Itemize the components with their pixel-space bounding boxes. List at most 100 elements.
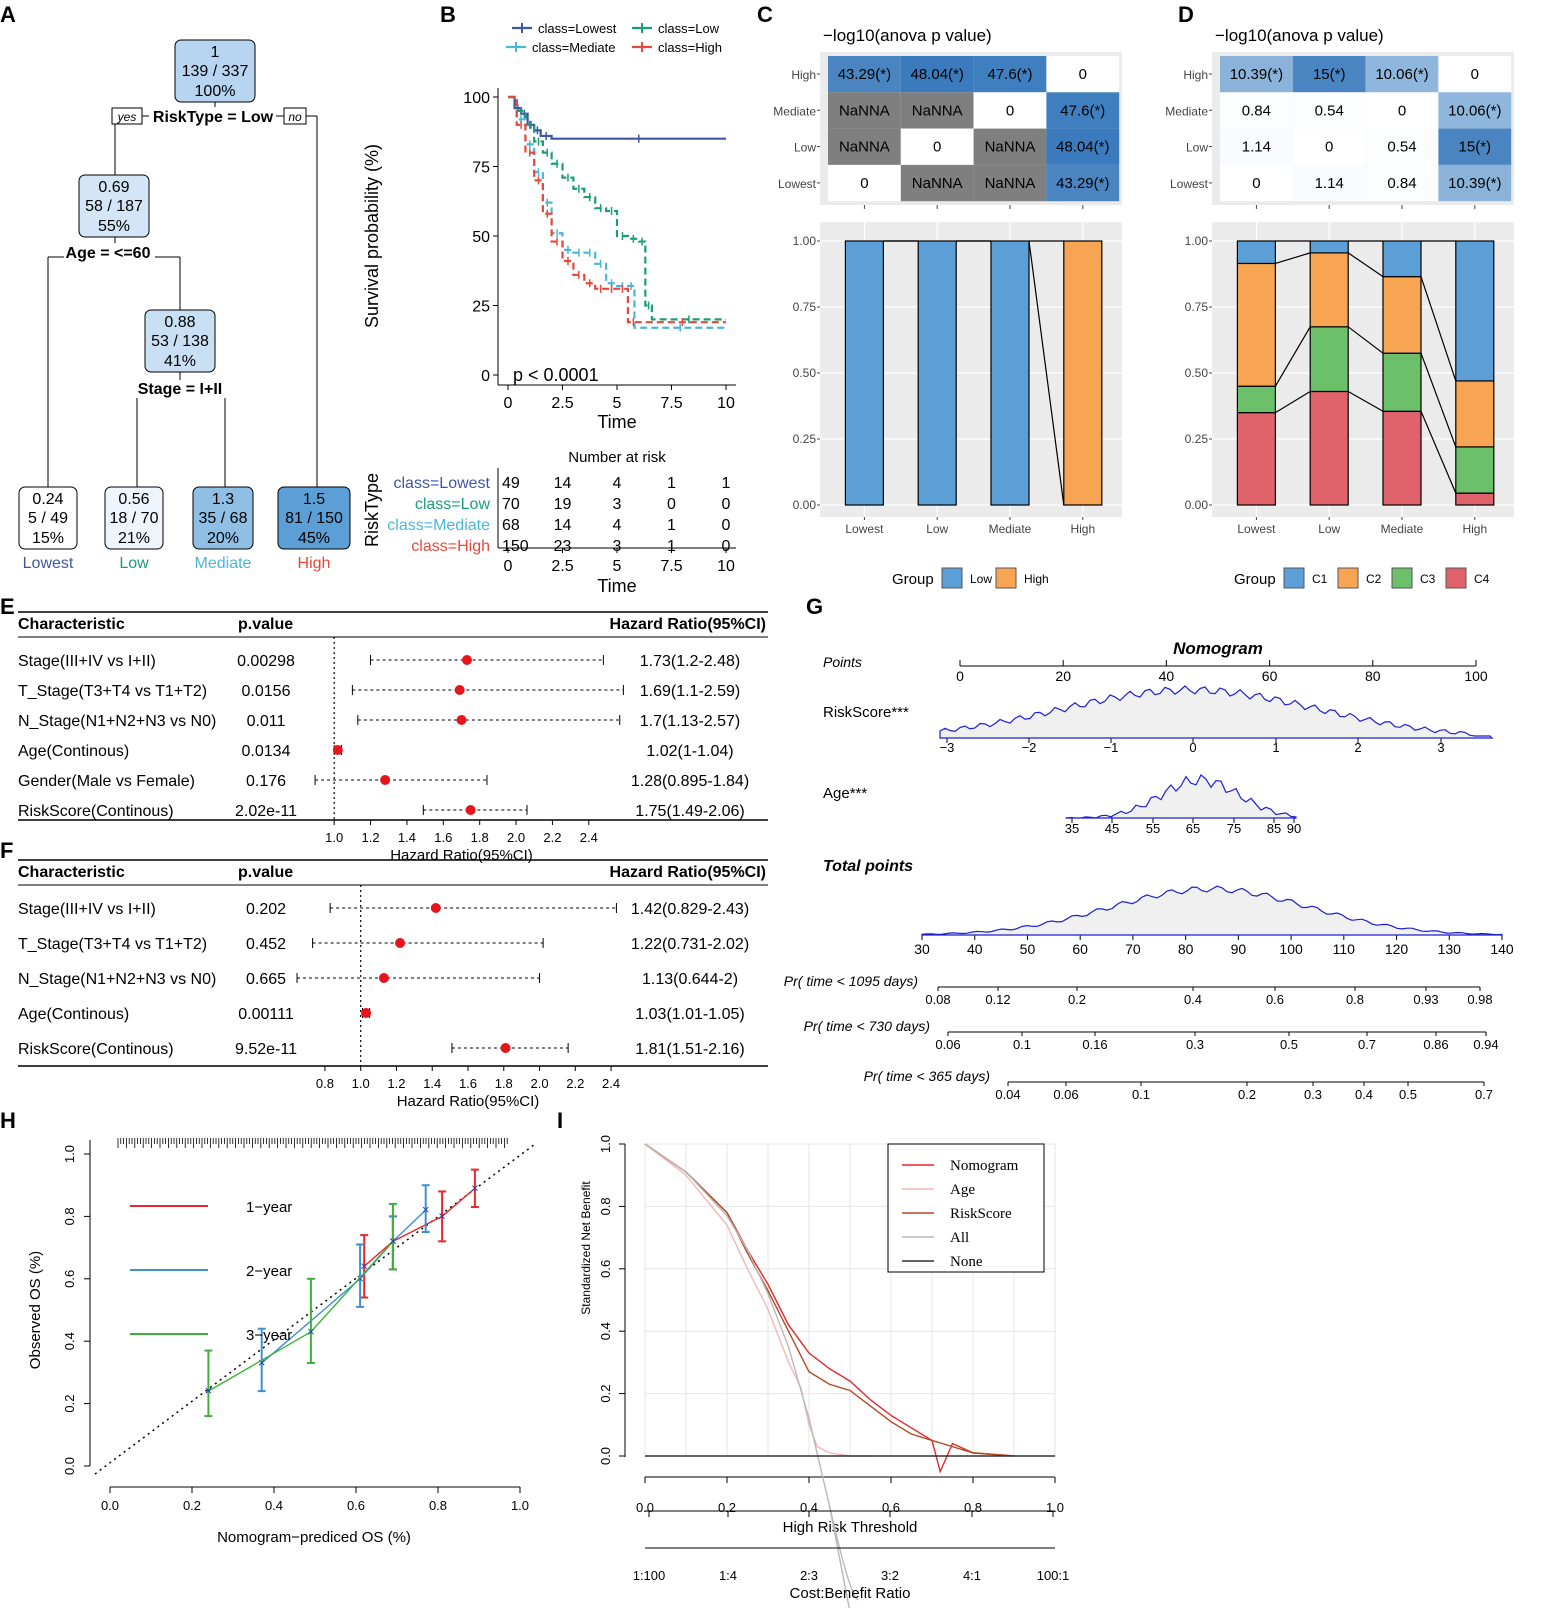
risk-x-label: Time <box>597 576 636 596</box>
risk-count: 4 <box>613 475 622 492</box>
heatmap-cell-value: 10.06(*) <box>1375 66 1428 83</box>
cal-point: × <box>471 1180 479 1195</box>
bar-legend-label: C3 <box>1420 572 1436 586</box>
km-pvalue: p < 0.0001 <box>513 365 599 385</box>
bar-x-tick-label: Mediate <box>1381 522 1424 536</box>
dca-cb-tick-label: 2:3 <box>800 1568 818 1583</box>
km-legend-label: class=Lowest <box>538 21 617 36</box>
heatmap-cell-value: 47.6(*) <box>1060 102 1105 119</box>
risk-x-tick-label: 0 <box>504 558 513 575</box>
cal-point: × <box>205 1383 213 1398</box>
forest-hr-text: 1.75(1.49-2.06) <box>635 803 744 820</box>
nomogram-points-label: Points <box>823 654 862 670</box>
forest-row-label: Age(Continous) <box>18 1006 129 1023</box>
nomogram-riskscore-tick-label: −2 <box>1022 740 1037 755</box>
yes-label: yes <box>117 110 137 124</box>
nomogram-total-tick-label: 100 <box>1279 941 1303 957</box>
km-curve-high <box>508 95 726 324</box>
nomogram-riskscore-density <box>939 685 1494 739</box>
heatmap-cell-value: 0 <box>1471 66 1479 83</box>
split-label: RiskType = Low <box>153 109 274 126</box>
forest-x-label: Hazard Ratio(95%CI) <box>397 1093 540 1110</box>
bar-connector <box>1420 352 1457 448</box>
cal-y-tick-label: 1.0 <box>62 1145 77 1163</box>
nomogram-pr-label: Pr( time < 365 days) <box>864 1068 990 1084</box>
forest-hr-text: 1.28(0.895-1.84) <box>631 773 749 790</box>
bar-y-tick-label: 0.25 <box>1185 432 1209 446</box>
tree-node-percent: 55% <box>98 218 130 235</box>
heatmap-cell <box>1438 164 1512 202</box>
cal-point: × <box>422 1202 430 1217</box>
forest-hr-text: 1.69(1.1-2.59) <box>640 683 741 700</box>
panel-label-h: H <box>0 1108 16 1133</box>
heatmap-cell <box>1292 92 1366 129</box>
heatmap-cell <box>973 164 1047 202</box>
risk-count: 49 <box>502 475 520 492</box>
nomogram-total-label: Total points <box>823 858 913 875</box>
bar-legend-swatch <box>995 567 1017 589</box>
panel-label-b: B <box>440 2 456 27</box>
bar-segment-c2 <box>1309 252 1349 328</box>
heatmap-cell-value: NaNNA <box>912 102 963 119</box>
bar-x-tick-label: Low <box>1318 522 1340 536</box>
cal-x-label: Nomogram−prediced OS (%) <box>217 1529 411 1546</box>
bar-legend-swatch <box>1337 567 1359 589</box>
km-x-tick-label: 10 <box>717 395 735 412</box>
forest-row-label: T_Stage(T3+T4 vs T1+T2) <box>18 936 207 953</box>
panel-d-heatmap-bars: −log10(anova p value) High 10.39(*) 15(*) 10… <box>1165 26 1514 589</box>
bar-segment-c1 <box>1309 240 1349 254</box>
forest-x-tick-label: 1.4 <box>398 830 416 845</box>
split-label-bg <box>64 243 155 261</box>
cal-x-tick-label: 0.8 <box>429 1498 447 1513</box>
cal-point: × <box>307 1324 315 1339</box>
heatmap-cell <box>1220 128 1293 165</box>
forest-point <box>430 903 441 913</box>
nomogram-pr-tick-label: 0.94 <box>1473 1037 1498 1052</box>
cal-legend-label: 2−year <box>246 1263 292 1280</box>
bar-segment-low <box>917 240 957 506</box>
forest-point <box>395 938 406 948</box>
nomogram-pr-tick-label: 0.08 <box>925 992 950 1007</box>
nomogram-pr-label: Pr( time < 1095 days) <box>784 973 918 989</box>
risk-row-label: class=Low <box>415 496 491 513</box>
km-y-tick-label: 25 <box>472 299 490 316</box>
heatmap-title: −log10(anova p value) <box>1215 26 1384 45</box>
nomogram-total-tick-label: 110 <box>1333 941 1356 957</box>
heatmap-row-label: Lowest <box>778 177 817 191</box>
risk-count: 0 <box>722 496 731 513</box>
cal-legend-label: 3−year <box>246 1327 292 1344</box>
heatmap-cell <box>900 56 974 93</box>
nomogram-pr-label: Pr( time < 730 days) <box>804 1018 930 1034</box>
tree-leaf-label: High <box>298 555 331 572</box>
panel-label-f: F <box>0 838 13 863</box>
forest-hr-text: 1.7(1.13-2.57) <box>640 713 741 730</box>
forest-pvalue: 0.0134 <box>242 743 291 760</box>
nomogram-pr-tick-label: 0.5 <box>1280 1037 1298 1052</box>
risk-count: 14 <box>554 475 572 492</box>
nomogram-riskscore-tick-label: −1 <box>1104 740 1119 755</box>
cal-y-tick-label: 0.2 <box>62 1395 77 1413</box>
forest-row-label: Stage(III+IV vs I+II) <box>18 653 156 670</box>
heatmap-cell-value: 43.29(*) <box>838 66 891 83</box>
bar-segment-c2 <box>1455 380 1495 448</box>
heatmap-cell-value: NaNNA <box>839 139 890 156</box>
forest-point <box>461 655 472 665</box>
tree-node-count: 58 / 187 <box>85 198 143 215</box>
forest-x-tick-label: 1.4 <box>423 1076 441 1091</box>
heatmap-cell-value: 0 <box>933 139 941 156</box>
panel-c-heatmap-bars: −log10(anova p value) High 43.29(*) 48.04(*… <box>773 26 1122 589</box>
no-label: no <box>288 110 302 124</box>
bar-segment-low <box>844 240 885 506</box>
heatmap-cell <box>828 56 901 93</box>
bar-y-tick-label: 1.00 <box>793 234 817 248</box>
nomogram-points-tick-label: 60 <box>1262 668 1278 684</box>
nomogram-total-tick-label: 30 <box>914 941 930 957</box>
dca-cb-label: Cost:Benefit Ratio <box>790 1585 911 1602</box>
tree-node-value: 1.5 <box>303 491 325 508</box>
forest-row-label: RiskScore(Continous) <box>18 803 174 820</box>
dca-x-tick-label: 0.0 <box>636 1500 654 1515</box>
bar-legend-label: C2 <box>1366 572 1382 586</box>
panel-f-forest-plot: Characteristic p.value Hazard Ratio(95%CI)… <box>18 859 768 1110</box>
